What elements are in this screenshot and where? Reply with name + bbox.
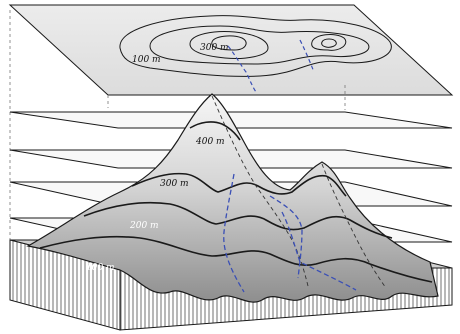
relief-landform: 400 m 300 m 200 m 100 m [26, 93, 439, 303]
map-contour-300 [189, 31, 269, 59]
relief-contour-300 [131, 172, 347, 197]
relief-label-200: 200 m [129, 221, 159, 231]
relief-river-mid [269, 195, 303, 279]
plane-front-edges [240, 127, 452, 243]
map-contour-secondary-peak-inner [321, 38, 337, 48]
relief-river-left [223, 173, 245, 293]
relief-contour-400 [189, 121, 241, 141]
relief-surface [26, 93, 439, 303]
relief-label-100: 100 m [86, 263, 115, 273]
map-river-right [299, 39, 315, 73]
contour-map-plane: 300 m 100 m [8, 4, 454, 96]
map-label-100: 100 m [132, 55, 161, 65]
relief-label-400: 400 m [195, 137, 225, 147]
relief-contour-200 [83, 201, 393, 239]
map-contour-secondary-peak [311, 34, 347, 51]
relief-ridge-line [211, 95, 309, 287]
map-contour-200 [149, 25, 370, 65]
relief-contour-100 [39, 235, 433, 283]
relief-label-300: 300 m [160, 179, 189, 189]
map-contour-400 [211, 35, 247, 51]
map-contour-100 [119, 15, 392, 77]
map-label-300: 300 m [200, 43, 229, 53]
relief-river-branch [281, 211, 357, 291]
relief-ridge-line-right [321, 163, 387, 289]
map-river-left [227, 45, 257, 93]
projection-guides [9, 10, 346, 245]
